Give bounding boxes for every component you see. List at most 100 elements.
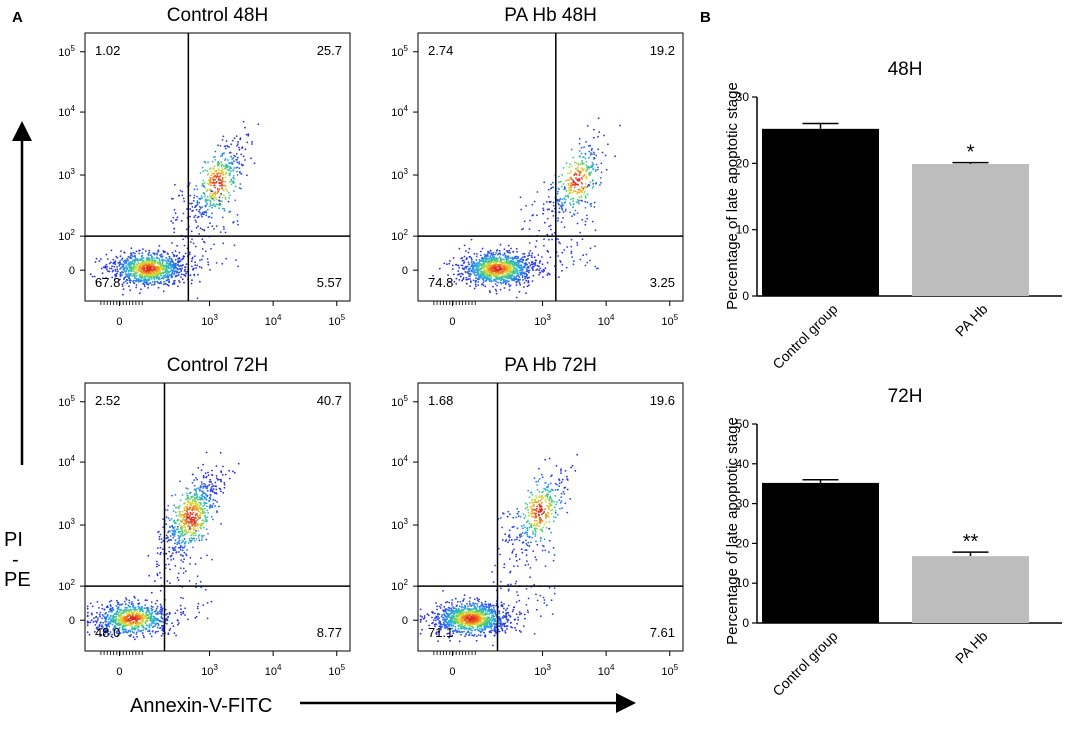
flow-event-dot <box>589 144 592 147</box>
flow-event-dot <box>206 196 209 198</box>
flow-event-dot <box>157 630 159 633</box>
flow-x-tick-label: 0 <box>116 316 122 328</box>
flow-event-dot <box>142 282 144 285</box>
flow-event-dot <box>201 519 204 522</box>
flow-event-dot <box>202 255 204 257</box>
flow-event-dot <box>221 216 224 219</box>
flow-event-dot <box>180 220 183 222</box>
flow-event-dot <box>116 607 119 610</box>
flow-event-dot <box>506 255 508 258</box>
flow-event-dot <box>140 272 142 275</box>
flow-event-dot <box>101 277 104 280</box>
flow-event-dot <box>189 194 192 197</box>
flow-event-dot <box>157 624 160 626</box>
flow-event-dot <box>520 228 523 231</box>
flow-event-dot <box>188 539 191 542</box>
flow-event-dot <box>141 632 144 634</box>
flow-event-dot <box>212 498 215 501</box>
flow-event-dot <box>228 169 231 172</box>
flow-event-dot <box>495 260 498 263</box>
flow-event-dot <box>168 546 171 549</box>
flow-event-dot <box>475 285 477 288</box>
flow-event-dot <box>483 268 486 270</box>
flow-event-dot <box>141 277 143 280</box>
flow-event-dot <box>153 265 155 268</box>
flow-event-dot <box>173 526 176 528</box>
flow-event-dot <box>120 616 122 619</box>
flow-event-dot <box>187 531 190 534</box>
flow-event-dot <box>129 619 132 622</box>
flow-event-dot <box>257 123 260 126</box>
flow-event-dot <box>123 619 126 622</box>
flow-event-dot <box>448 262 451 265</box>
flow-event-dot <box>478 264 481 267</box>
flow-event-dot <box>206 182 209 185</box>
flow-event-dot <box>222 225 225 228</box>
flow-event-dot <box>527 266 530 269</box>
flow-event-dot <box>504 256 507 258</box>
flow-event-dot <box>580 146 583 149</box>
flow-event-dot <box>126 616 129 619</box>
flow-event-dot <box>232 174 235 177</box>
flow-event-dot <box>551 238 553 241</box>
flow-event-dot <box>570 148 573 151</box>
flow-event-dot <box>543 269 545 272</box>
flow-event-dot <box>211 504 214 507</box>
flow-event-dot <box>523 220 526 223</box>
flow-event-dot <box>153 622 155 624</box>
flow-event-dot <box>587 165 589 168</box>
flow-event-dot <box>140 280 143 283</box>
flow-event-dot <box>140 624 143 627</box>
flow-event-dot <box>169 568 171 571</box>
flow-event-dot <box>162 250 165 252</box>
flow-event-dot <box>605 168 608 171</box>
flow-event-dot <box>598 131 601 134</box>
flow-event-dot <box>207 161 210 164</box>
flow-event-dot <box>553 516 555 519</box>
flow-event-dot <box>141 609 144 611</box>
flow-event-dot <box>203 211 205 214</box>
flow-y-tick-label: 104 <box>58 104 75 119</box>
flow-event-dot <box>111 606 114 609</box>
flow-event-dot <box>209 506 212 509</box>
flow-event-dot <box>561 208 564 211</box>
flow-event-dot <box>143 279 145 282</box>
flow-event-dot <box>201 509 204 511</box>
flow-event-dot <box>154 602 157 605</box>
flow-event-dot <box>223 165 225 167</box>
flow-event-dot <box>161 261 164 264</box>
flow-event-dot <box>207 199 210 201</box>
flow-event-dot <box>542 207 544 210</box>
flow-event-dot <box>550 186 553 189</box>
flow-event-dot <box>143 627 145 629</box>
flow-event-dot <box>200 512 203 515</box>
flow-event-dot <box>563 186 566 189</box>
flow-event-dot <box>178 257 181 260</box>
flow-event-dot <box>160 282 163 285</box>
flow-event-dot <box>149 619 152 622</box>
flow-event-dot <box>482 266 484 269</box>
flow-event-dot <box>512 250 515 253</box>
flow-event-dot <box>192 546 194 549</box>
flow-event-dot <box>592 136 595 139</box>
flow-event-dot <box>240 187 242 190</box>
flow-event-dot <box>481 256 484 259</box>
flow-event-dot <box>143 636 145 639</box>
flow-event-dot <box>583 146 585 149</box>
flow-event-dot <box>473 287 476 290</box>
flow-event-dot <box>110 267 113 270</box>
flow-event-dot <box>166 557 169 560</box>
flow-event-dot <box>522 256 524 259</box>
flow-event-dot <box>469 280 472 283</box>
flow-event-dot <box>201 166 204 169</box>
flow-event-dot <box>548 551 550 553</box>
flow-event-dot <box>468 267 471 270</box>
flow-event-dot <box>494 288 497 291</box>
flow-event-dot <box>116 632 119 634</box>
flow-event-dot <box>116 601 119 604</box>
flow-event-dot <box>188 253 191 256</box>
flow-event-dot <box>201 248 204 250</box>
flow-event-dot <box>197 466 200 469</box>
flow-event-dot <box>474 281 477 283</box>
flow-event-dot <box>509 252 511 254</box>
